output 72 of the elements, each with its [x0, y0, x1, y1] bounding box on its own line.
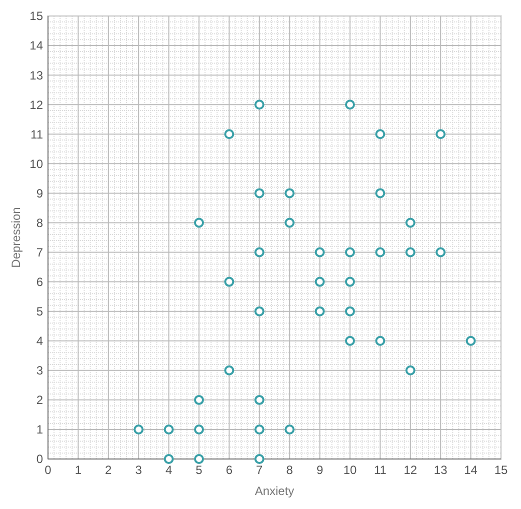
- x-tick-label: 7: [256, 463, 264, 477]
- point: [194, 394, 204, 405]
- y-tick-label: 12: [30, 98, 44, 112]
- point: [194, 454, 204, 464]
- x-tick-label: 3: [135, 463, 142, 477]
- point: [314, 276, 325, 287]
- x-tick-label: 14: [464, 463, 478, 477]
- y-tick-label: 3: [36, 364, 44, 378]
- x-tick-label: 15: [494, 463, 508, 477]
- point: [254, 306, 264, 316]
- point: [314, 247, 325, 258]
- point: [194, 218, 204, 228]
- y-tick-label: 0: [36, 452, 44, 466]
- y-tick-label: 4: [36, 334, 44, 348]
- y-tick-label: 11: [30, 127, 44, 142]
- x-tick-label: 10: [343, 463, 357, 477]
- point: [345, 306, 355, 316]
- x-tick-label: 8: [286, 463, 294, 477]
- y-axis-title: Depression: [9, 207, 23, 268]
- y-tick-label: 6: [36, 275, 44, 289]
- point: [375, 188, 386, 198]
- point: [224, 276, 234, 287]
- point: [194, 424, 204, 434]
- y-tick-label: 15: [30, 9, 44, 24]
- y-tick-label: 7: [36, 245, 44, 260]
- y-tick-label: 2: [36, 393, 44, 408]
- point: [254, 424, 264, 434]
- point: [405, 218, 416, 228]
- x-tick-label: 12: [404, 463, 418, 477]
- point: [345, 276, 355, 287]
- x-tick-label: 5: [196, 463, 203, 477]
- point: [375, 129, 386, 140]
- point: [254, 454, 264, 464]
- y-tick-label: 14: [30, 38, 44, 53]
- x-tick-label: 2: [105, 463, 112, 477]
- y-tick-label: 10: [30, 156, 44, 171]
- x-tick-label: 6: [226, 463, 233, 477]
- x-tick-label: 4: [165, 463, 172, 477]
- y-tick-label: 1: [36, 422, 44, 437]
- y-tick-label: 8: [36, 216, 44, 230]
- point: [254, 100, 264, 110]
- point: [224, 129, 234, 140]
- point: [224, 365, 234, 376]
- y-tick-label: 5: [36, 304, 44, 319]
- x-axis-title: Anxiety: [254, 484, 294, 498]
- point: [254, 394, 264, 405]
- point: [436, 129, 446, 140]
- point: [345, 100, 355, 110]
- point: [164, 424, 174, 434]
- point: [345, 336, 355, 346]
- point: [284, 218, 295, 228]
- point: [164, 454, 174, 464]
- point: [405, 247, 416, 258]
- point: [254, 247, 264, 258]
- x-tick-label: 1: [74, 463, 82, 477]
- point: [405, 365, 416, 376]
- x-tick-label: 9: [316, 463, 324, 477]
- point: [134, 424, 144, 434]
- point: [254, 188, 264, 198]
- x-tick-label: 0: [44, 463, 52, 477]
- y-tick-label: 13: [30, 68, 44, 82]
- point: [345, 247, 355, 258]
- point: [314, 306, 325, 316]
- y-tick-label: 9: [36, 186, 44, 200]
- point: [375, 247, 386, 258]
- point: [466, 336, 476, 346]
- point: [436, 247, 446, 258]
- x-tick-label: 11: [374, 463, 387, 477]
- point: [284, 188, 295, 198]
- x-tick-label: 13: [434, 463, 448, 477]
- point: [375, 336, 386, 346]
- point: [284, 424, 295, 434]
